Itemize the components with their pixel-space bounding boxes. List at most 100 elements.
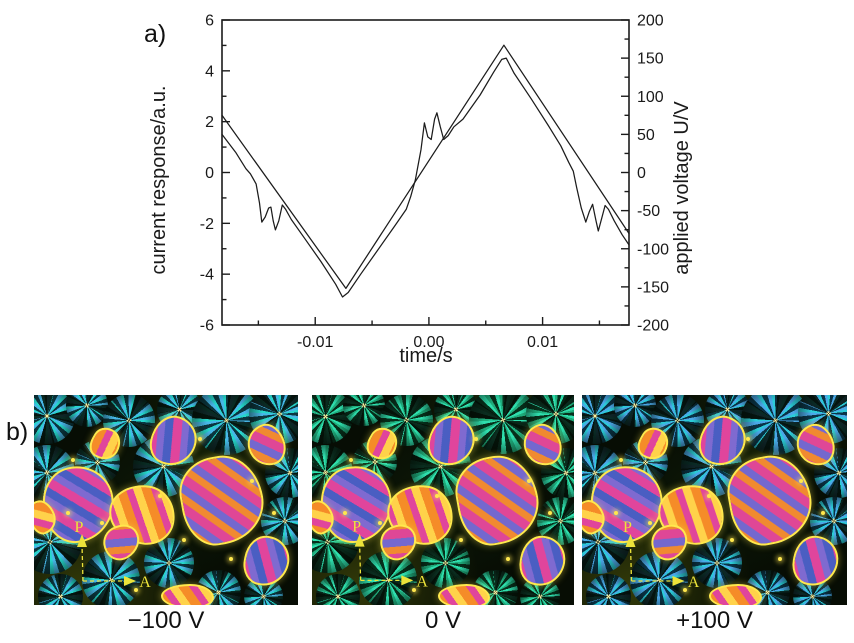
voltage-caption: 0 V <box>424 607 462 634</box>
spherulite-texture <box>613 395 657 427</box>
bright-speck <box>100 521 104 525</box>
y-axis-left-title: current response/a.u. <box>148 86 170 275</box>
y-left-tick-label: -6 <box>200 318 214 335</box>
bright-speck <box>505 556 510 561</box>
bright-speck <box>778 556 783 561</box>
y-left-tick-label: 4 <box>205 63 214 80</box>
y-right-tick-label: 0 <box>637 165 646 182</box>
y-left-tick-label: -4 <box>200 267 214 284</box>
y-left-tick-label: 2 <box>205 114 214 131</box>
analyzer-label: A <box>416 573 428 590</box>
bright-speck <box>547 510 552 515</box>
bright-speck <box>730 537 735 542</box>
y-left-tick-label: 0 <box>205 165 214 182</box>
bright-speck <box>613 510 618 515</box>
chart-plot-area: -0.01 0.00 0.01 -6 -4 -2 0 2 4 6 -200 -150 -100 -50 0 5… <box>200 13 669 352</box>
x-axis-title: time/s <box>399 345 452 367</box>
bright-speck <box>474 437 479 441</box>
polarizer-label: P <box>623 519 632 536</box>
pom-photo <box>312 395 574 605</box>
polarizer-arrow <box>81 544 84 582</box>
spherulite-texture <box>143 537 194 589</box>
bright-speck <box>343 510 348 515</box>
polarizer-label: P <box>75 519 84 536</box>
spherulite-texture <box>81 550 140 605</box>
bright-speck <box>197 437 202 441</box>
y-right-tick-label: 100 <box>637 89 664 106</box>
polarizer-arrow <box>358 544 362 581</box>
y-left-tick-label: 6 <box>205 13 214 30</box>
y-left-tick-label: -2 <box>200 216 214 233</box>
polarizer-arrow <box>629 544 633 582</box>
spherulite-texture <box>420 538 471 588</box>
x-tick-label: -0.01 <box>297 334 334 351</box>
bright-speck <box>229 556 234 561</box>
analyzer-label: A <box>688 574 700 591</box>
bright-speck <box>134 588 139 593</box>
pom-photo <box>34 395 298 605</box>
bright-speck <box>348 458 353 462</box>
y-right-tick-label: 50 <box>637 127 655 144</box>
bright-speck <box>746 437 751 441</box>
bright-speck <box>526 479 531 483</box>
series-applied-voltage <box>221 44 630 290</box>
voltage-caption: −100 V <box>127 607 205 634</box>
bright-speck <box>377 521 382 525</box>
bright-speck <box>682 588 687 593</box>
polarizer-label: P <box>352 519 361 536</box>
voltage-caption: +100 V <box>676 607 753 634</box>
y-right-tick-label: -200 <box>637 318 669 335</box>
spherulite-texture <box>65 395 108 427</box>
y-right-tick-label: 150 <box>637 51 664 68</box>
bright-speck <box>458 537 463 542</box>
polarizer-arrowhead-icon <box>354 533 365 547</box>
bright-speck <box>619 458 624 462</box>
polarizer-analyzer-overlay: P A <box>75 519 152 591</box>
pom-photo <box>582 395 847 605</box>
spherulite-texture <box>629 550 688 605</box>
bright-speck <box>250 479 255 483</box>
bright-speck <box>706 493 711 498</box>
panel-b-label: b) <box>6 418 29 446</box>
y-right-tick-label: -50 <box>637 203 660 220</box>
bright-speck <box>70 458 75 462</box>
bright-speck <box>158 493 163 498</box>
bright-speck <box>65 510 70 515</box>
spherulite-texture <box>315 574 361 605</box>
voltage-current-chart: current response/a.u. applied voltage U/… <box>148 13 693 368</box>
panel-a-label: a) <box>144 20 167 48</box>
focal-conic-domain <box>160 584 214 605</box>
pom-image-0V: P A 0 V <box>312 395 574 634</box>
bright-speck <box>799 479 804 483</box>
x-tick-label: 0.01 <box>527 334 558 351</box>
spherulite-texture <box>691 537 743 589</box>
analyzer-arrowhead-icon <box>124 576 136 586</box>
pom-image-minus-100V: P A −100 V <box>34 395 298 634</box>
bright-speck <box>181 537 186 542</box>
pom-image-plus-100V: P A +100 V <box>582 395 847 634</box>
plot-frame <box>221 19 630 326</box>
bright-speck <box>411 588 416 593</box>
polarizer-arrowhead-icon <box>77 534 87 547</box>
bright-speck <box>820 510 825 515</box>
bright-speck <box>648 521 653 525</box>
analyzer-arrowhead-icon <box>401 575 414 586</box>
spherulite-texture <box>37 574 83 605</box>
spherulite-texture <box>585 574 632 605</box>
y-right-tick-label: -100 <box>637 241 669 258</box>
x-tick-label: 0.00 <box>413 334 444 351</box>
focal-conic-domain <box>709 584 763 605</box>
bright-speck <box>435 493 440 498</box>
y-axis-right-title: applied voltage U/V <box>671 101 693 275</box>
polarizer-arrowhead-icon <box>625 534 636 547</box>
analyzer-arrowhead-icon <box>672 576 685 586</box>
y-right-tick-label: -150 <box>637 279 669 296</box>
series-current-response <box>221 57 630 298</box>
bright-speck <box>271 510 276 515</box>
focal-conic-domain <box>437 584 491 605</box>
y-right-tick-label: 200 <box>637 13 664 30</box>
polarizer-analyzer-overlay: P A <box>623 519 700 591</box>
analyzer-label: A <box>139 574 151 591</box>
polarizer-analyzer-overlay: P A <box>352 519 428 591</box>
